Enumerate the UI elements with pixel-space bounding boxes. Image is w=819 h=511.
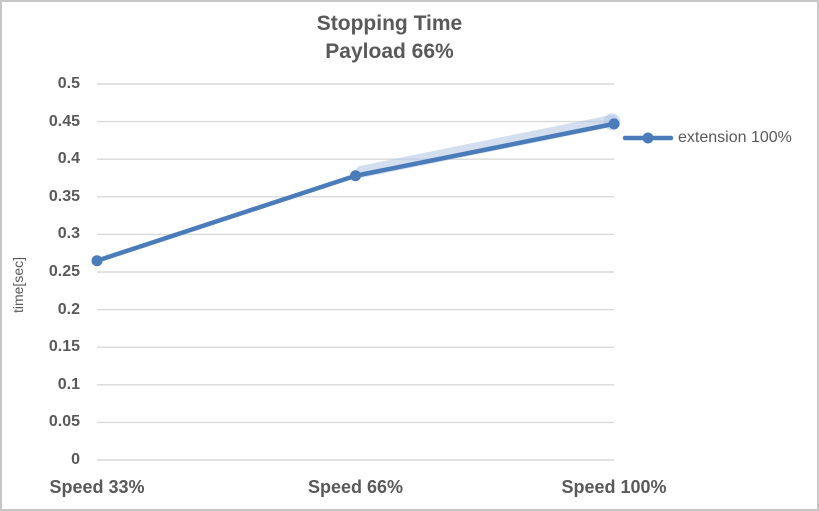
y-tick-label: 0.4 [57, 150, 80, 168]
y-tick-label: 0.5 [57, 75, 80, 92]
y-tick-label: 0.25 [48, 263, 80, 280]
y-tick-label: 0 [71, 451, 80, 468]
x-axis-label: Speed 100% [561, 477, 667, 497]
y-tick-label: 0.3 [57, 225, 80, 243]
chart-subtitle: Payload 66% [325, 40, 454, 63]
x-axis-label: Speed 66% [307, 477, 404, 497]
data-point-marker [350, 170, 361, 182]
y-tick-label: 0.15 [48, 338, 80, 356]
x-axis-label: Speed 33% [49, 477, 145, 497]
chart-title: Stopping Time [316, 12, 463, 35]
y-tick-label: 0.05 [48, 413, 80, 431]
data-point-marker [608, 118, 620, 130]
series-glow [355, 114, 618, 178]
legend-line-marker-icon [622, 132, 674, 144]
series-line [94, 121, 617, 263]
y-tick-label: 0.45 [48, 112, 80, 130]
data-point-marker [91, 255, 103, 267]
y-tick-label: 0.35 [48, 187, 80, 205]
y-tick-label: 0.2 [57, 300, 80, 318]
legend-label: extension 100% [678, 129, 792, 146]
legend: extension 100% [622, 126, 792, 150]
y-tick-label: 0.1 [57, 375, 80, 393]
